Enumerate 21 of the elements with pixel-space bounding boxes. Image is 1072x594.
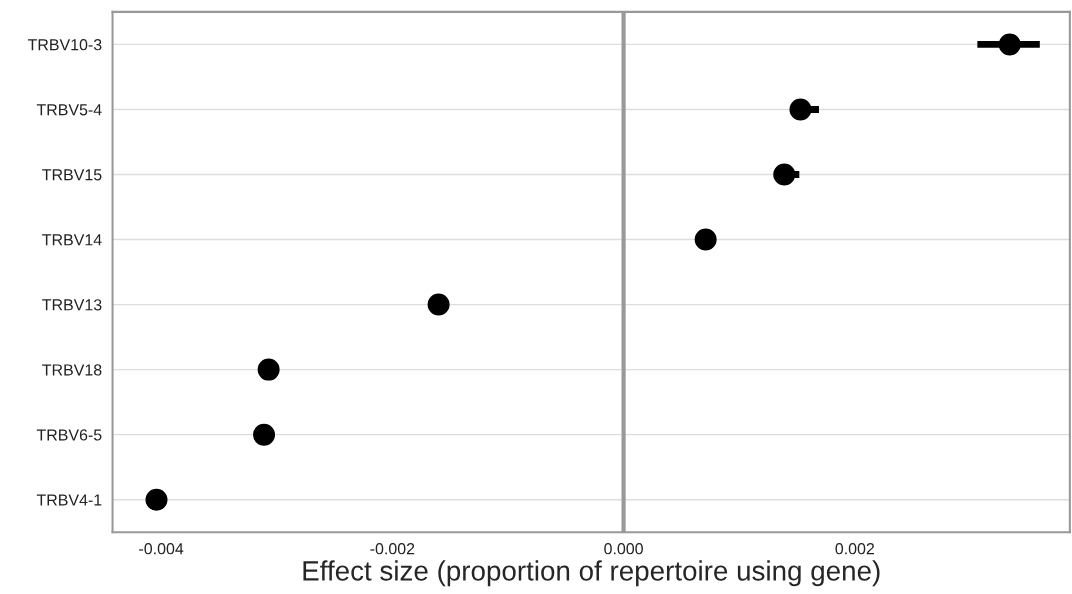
y-tick-label: TRBV4-1 bbox=[36, 494, 102, 506]
point bbox=[789, 98, 812, 121]
point bbox=[257, 358, 280, 381]
point bbox=[998, 33, 1021, 56]
x-tick-label: -0.004 bbox=[139, 543, 184, 555]
y-tick-label: TRBV6-5 bbox=[36, 429, 102, 441]
point bbox=[145, 488, 168, 511]
y-tick-label: TRBV18 bbox=[42, 364, 102, 376]
point bbox=[773, 163, 796, 186]
y-tick-label: TRBV10-3 bbox=[27, 39, 102, 51]
x-tick-label: 0.002 bbox=[835, 543, 874, 555]
y-tick-label: TRBV13 bbox=[42, 299, 102, 311]
x-tick-label: -0.002 bbox=[370, 543, 415, 555]
point bbox=[427, 293, 450, 316]
y-tick-label: TRBV5-4 bbox=[36, 104, 102, 116]
point bbox=[253, 423, 276, 446]
y-tick-label: TRBV15 bbox=[42, 169, 102, 181]
y-tick-label: TRBV14 bbox=[42, 234, 102, 246]
point bbox=[694, 228, 717, 251]
x-tick-label: 0.000 bbox=[604, 543, 643, 555]
x-axis-title: Effect size (proportion of repertoire using gene) bbox=[303, 560, 880, 587]
